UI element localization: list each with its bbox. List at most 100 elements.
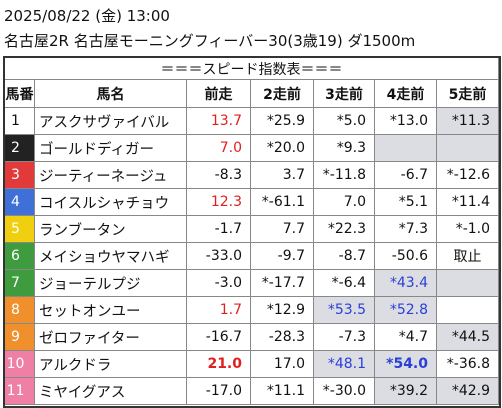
speed-index: *-1.0	[435, 215, 500, 243]
speed-index: *11.1	[250, 377, 314, 405]
speed-index	[435, 269, 500, 297]
horse-name: ゼロファイター	[34, 323, 187, 351]
speed-index: *5.0	[313, 107, 375, 135]
speed-index: *44.5	[435, 323, 500, 351]
speed-index: -3.0	[186, 269, 251, 297]
speed-index: -9.7	[250, 242, 314, 270]
horse-name: メイショウヤマハギ	[34, 242, 187, 270]
speed-index: *-30.0	[313, 377, 375, 405]
horse-number: 4	[4, 188, 35, 216]
horse-number: 8	[4, 296, 35, 324]
speed-index: *43.4	[374, 269, 437, 297]
speed-index: 7.0	[313, 188, 375, 216]
horse-name: アスクサヴァイバル	[34, 107, 187, 135]
horse-name: コイスルシャチョウ	[34, 188, 187, 216]
column-header: 2走前	[250, 79, 314, 108]
race-date: 2025/08/22 (金) 13:00	[4, 7, 170, 25]
speed-index	[374, 134, 437, 162]
horse-row: 11 ミヤイグアス -17.0 *11.1 *-30.0 *39.2 *42.9	[4, 377, 500, 405]
speed-index: *-12.6	[435, 161, 500, 189]
speed-index: 17.0	[250, 350, 314, 378]
column-header: 馬名	[34, 79, 187, 108]
speed-index: *22.3	[313, 215, 375, 243]
horse-row: 6 メイショウヤマハギ -33.0 -9.7 -8.7 -50.6 取止	[4, 242, 500, 270]
horse-row: 1 アスクサヴァイバル 13.7 *25.9 *5.0 *13.0 *11.3	[4, 107, 500, 135]
horse-number: 11	[4, 377, 35, 405]
speed-index: *12.9	[250, 296, 314, 324]
header-row: 馬番 馬名 前走 2走前 3走前 4走前 5走前	[4, 79, 500, 108]
speed-index: *-6.4	[313, 269, 375, 297]
horse-row: 2 ゴールドディガー 7.0 *20.0 *9.3	[4, 134, 500, 162]
speed-index: -16.7	[186, 323, 251, 351]
column-header: 4走前	[374, 79, 437, 108]
horse-name: セットオンユー	[34, 296, 187, 324]
speed-index: *11.4	[435, 188, 500, 216]
column-header: 5走前	[435, 79, 500, 108]
speed-index: *9.3	[313, 134, 375, 162]
horse-name: アルクドラ	[34, 350, 187, 378]
speed-index: -50.6	[374, 242, 437, 270]
speed-index: *42.9	[435, 377, 500, 405]
horse-number: 1	[4, 107, 35, 135]
speed-index: *53.5	[313, 296, 375, 324]
horse-row: 9 ゼロファイター -16.7 -28.3 -7.3 *4.7 *44.5	[4, 323, 500, 351]
speed-index: 3.7	[250, 161, 314, 189]
speed-index: 7.0	[186, 134, 251, 162]
horse-number: 6	[4, 242, 35, 270]
horse-number: 7	[4, 269, 35, 297]
column-header: 3走前	[313, 79, 375, 108]
speed-index: *-61.1	[250, 188, 314, 216]
speed-index: -6.7	[374, 161, 437, 189]
speed-index: *20.0	[250, 134, 314, 162]
speed-index: *11.3	[435, 107, 500, 135]
speed-table: ＝＝＝スピード指数表＝＝＝ 馬番 馬名 前走 2走前 3走前 4走前 5走前 1 アスクサヴァ…	[3, 57, 500, 405]
speed-index: -17.0	[186, 377, 251, 405]
horse-row: 8 セットオンユー 1.7 *12.9 *53.5 *52.8	[4, 296, 500, 324]
speed-index: *-36.8	[435, 350, 500, 378]
horse-name: ゴールドディガー	[34, 134, 187, 162]
column-header: 前走	[186, 79, 251, 108]
speed-index	[435, 134, 500, 162]
horse-row: 3 ジーティーネージュ -8.3 3.7 *-11.8 -6.7 *-12.6	[4, 161, 500, 189]
speed-index: *-17.7	[250, 269, 314, 297]
speed-index: *25.9	[250, 107, 314, 135]
horse-row: 4 コイスルシャチョウ 12.3 *-61.1 7.0 *5.1 *11.4	[4, 188, 500, 216]
horse-row: 10 アルクドラ 21.0 17.0 *48.1 *54.0 *-36.8	[4, 350, 500, 378]
speed-index: -8.3	[186, 161, 251, 189]
horse-number: 2	[4, 134, 35, 162]
speed-index: *54.0	[374, 350, 437, 378]
speed-index: *4.7	[374, 323, 437, 351]
speed-index: 13.7	[186, 107, 251, 135]
speed-index: 7.7	[250, 215, 314, 243]
speed-index: -7.3	[313, 323, 375, 351]
horse-number: 3	[4, 161, 35, 189]
horse-name: ランブータン	[34, 215, 187, 243]
speed-index: 1.7	[186, 296, 251, 324]
horse-number: 5	[4, 215, 35, 243]
speed-index: 取止	[435, 242, 500, 270]
title-row: ＝＝＝スピード指数表＝＝＝	[3, 57, 500, 80]
horse-row: 5 ランブータン -1.7 7.7 *22.3 *7.3 *-1.0	[4, 215, 500, 243]
speed-index: -28.3	[250, 323, 314, 351]
horse-name: ミヤイグアス	[34, 377, 187, 405]
speed-index: *-11.8	[313, 161, 375, 189]
speed-index: 21.0	[186, 350, 251, 378]
speed-index: -8.7	[313, 242, 375, 270]
speed-index	[435, 296, 500, 324]
horse-name: ジーティーネージュ	[34, 161, 187, 189]
horse-number: 9	[4, 323, 35, 351]
horse-row: 7 ジョーテルプジ -3.0 *-17.7 *-6.4 *43.4	[4, 269, 500, 297]
speed-index: *39.2	[374, 377, 437, 405]
race-info: 名古屋2R 名古屋モーニングフィーバー30(3歳19) ダ1500m	[4, 32, 416, 50]
speed-index: -33.0	[186, 242, 251, 270]
speed-index: *7.3	[374, 215, 437, 243]
horse-name: ジョーテルプジ	[34, 269, 187, 297]
horse-number: 10	[4, 350, 35, 378]
speed-index: *13.0	[374, 107, 437, 135]
speed-index: 12.3	[186, 188, 251, 216]
speed-index: *48.1	[313, 350, 375, 378]
column-header: 馬番	[4, 79, 35, 108]
speed-index: -1.7	[186, 215, 251, 243]
speed-index: *5.1	[374, 188, 437, 216]
